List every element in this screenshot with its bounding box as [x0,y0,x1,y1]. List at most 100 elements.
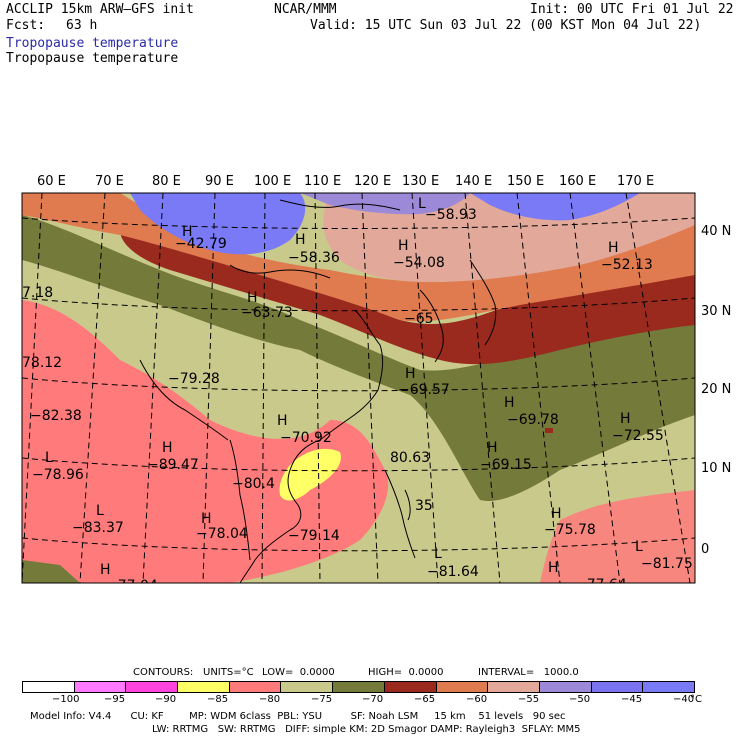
lon-label: 90 E [205,174,234,189]
lat-label: 20 N [701,382,731,397]
forecast-hour: 63 h [66,18,98,33]
field-value: −80.4 [232,476,275,492]
colorbar-swatch [177,682,229,692]
pressure-mark: H [398,238,409,254]
colorbar-swatch [642,682,694,692]
graticule [22,193,695,583]
field-dark-red [120,230,695,365]
pressure-mark: H [182,224,193,240]
colorbar-swatch [73,682,126,692]
pressure-mark: H [504,395,515,411]
field-value: −69.78 [507,412,559,428]
pressure-mark: H [608,240,619,256]
lon-label: 80 E [152,174,181,189]
physics-info: LW: RRTMG SW: RRTMG DIFF: simple KM: 2D … [152,724,581,735]
pressure-mark: H [551,506,562,522]
lon-label: 110 E [304,174,341,189]
lat-label: 30 N [701,304,731,319]
colorbar-swatch [435,682,488,692]
interval-label: INTERVAL= 1000.0 [478,667,579,678]
contours-label: CONTOURS: [133,667,194,678]
field-value: −42.79 [175,236,227,252]
lon-label: 150 E [507,174,544,189]
field-value: −82.38 [30,408,82,424]
field-value: 7.18 [22,285,53,301]
colorbar-tick-label: −90 [155,694,177,705]
field-olive-west [22,560,80,583]
field-value: −69.15 [480,457,532,473]
field-lavender [300,193,470,215]
field-value: 80.63 [390,450,430,466]
colorbar-tick-label: −95 [104,694,126,705]
field-orange [22,193,695,322]
field-value: −78.96 [32,467,84,483]
field-value: −81.64 [427,564,479,580]
colorbar-swatch [590,682,643,692]
map-annotations: L −58.93 H −42.79 H −58.36 H −54.08 H −5… [22,196,693,594]
field-red-spot [545,428,553,433]
field-blue-east [470,193,640,221]
lon-label: 170 E [617,174,654,189]
pressure-mark: H [100,562,111,578]
colorbar-tick-label: −100 [52,694,80,705]
colorbar-swatch [538,682,591,692]
pressure-mark: H [247,290,258,306]
colorbar-tick-label: −80 [259,694,281,705]
pressure-mark: L [434,546,442,562]
pressure-mark: H [201,511,212,527]
map-frame [21,192,696,584]
forecast-label: Fcst: [6,18,46,33]
pressure-mark: L [96,503,104,519]
colorbar-swatch [487,682,539,692]
field-title-blue: Tropopause temperature [6,36,179,51]
low-label: LOW= 0.0000 [262,667,335,678]
colorbar-swatch [383,682,436,692]
field-value: −52.13 [601,257,653,273]
coastlines [139,199,497,583]
field-value: −58.36 [288,250,340,266]
colorbar [22,681,695,693]
colorbar-swatch [23,682,74,692]
lon-label: 140 E [455,174,492,189]
field-yellow [279,448,341,501]
field-cold-pink-east [540,490,695,583]
colorbar-tick-label: −45 [621,694,643,705]
colorbar-swatch [332,682,384,692]
field-olive [22,215,695,501]
colorbar-unit: °C [690,694,702,705]
colorbar-tick-label: −50 [569,694,591,705]
colorbar-labels: −100 −95 −90 −85 −80 −75 −70 −65 −60 −55 −50 −45 −40 [22,694,695,706]
field-value: −58.93 [425,207,477,223]
field-value: 78.12 [22,355,62,371]
pressure-mark: H [295,232,306,248]
lon-label: 60 E [37,174,66,189]
field-value: −83.37 [72,520,124,536]
lon-label: 130 E [402,174,439,189]
field-title: Tropopause temperature [6,51,179,66]
colorbar-tick-label: −40 [673,694,695,705]
field-value: −63.73 [241,305,293,321]
field-value: −54.08 [393,255,445,271]
valid-time: Valid: 15 UTC Sun 03 Jul 22 (00 KST Mon … [310,18,702,33]
pressure-mark: H [487,440,498,456]
map-field: L −58.93 H −42.79 H −58.36 H −54.08 H −5… [22,193,695,594]
pressure-mark: H [162,440,173,456]
field-light-pink [323,193,695,282]
pressure-mark: L [418,196,426,212]
colorbar-tick-label: −75 [311,694,333,705]
colorbar-swatch [228,682,281,692]
lon-label: 120 E [354,174,391,189]
field-value: −65 [404,311,434,327]
field-value: −69.57 [398,382,450,398]
colorbar-swatch [280,682,333,692]
pressure-mark: H [548,560,559,576]
units-label: UNITS=°C [203,667,254,678]
pressure-mark: L [45,450,53,466]
colorbar-tick-label: −85 [207,694,229,705]
colorbar-tick-label: −55 [518,694,540,705]
field-value: −77.04 [106,578,158,594]
field-value: −78.04 [196,526,248,542]
pressure-mark: H [405,366,416,382]
lon-label: 100 E [254,174,291,189]
